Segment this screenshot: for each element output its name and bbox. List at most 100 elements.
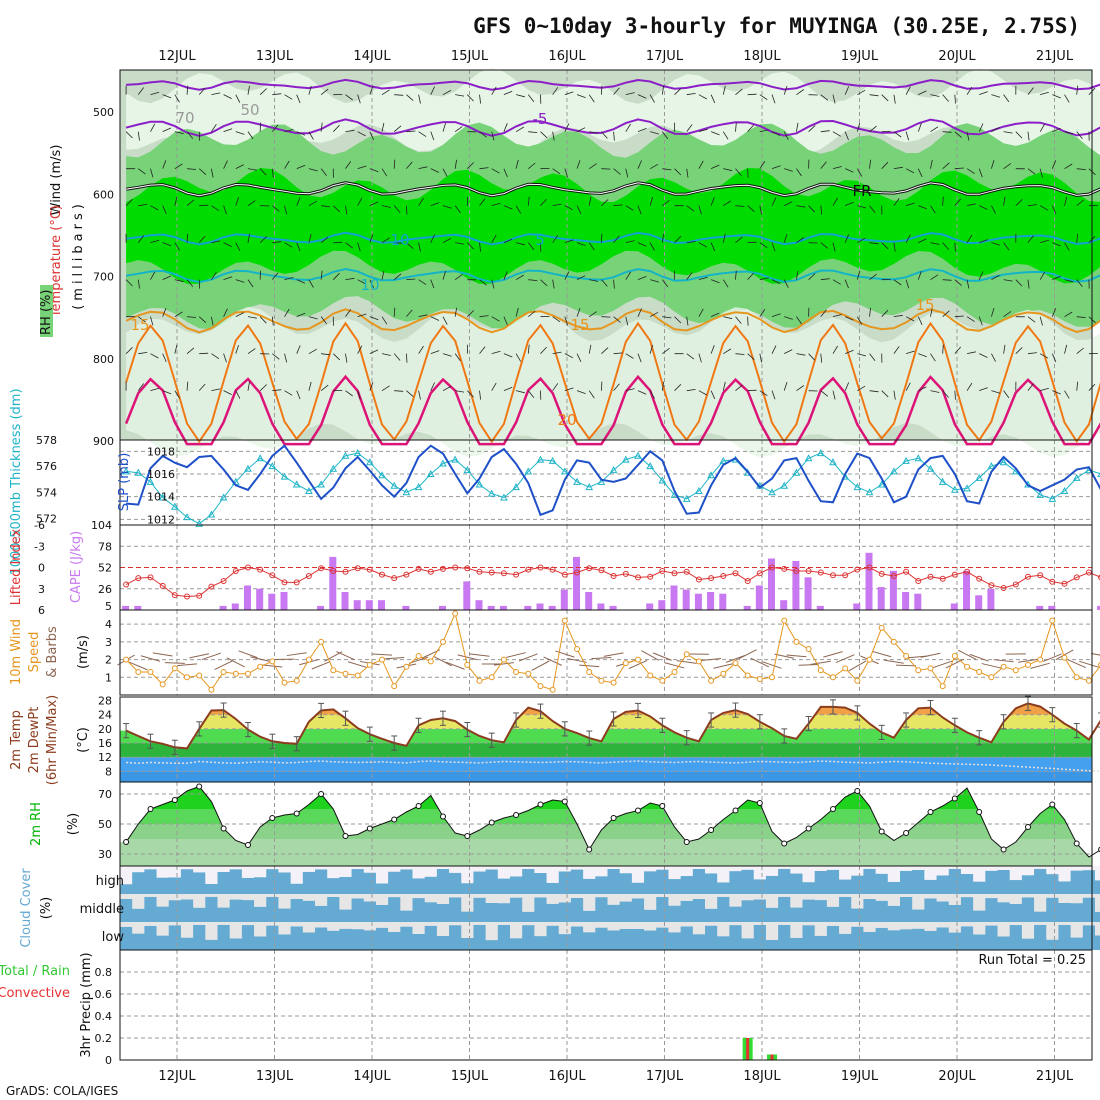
wind-barb	[442, 386, 452, 392]
cloud-cell	[424, 876, 438, 894]
cloud-level-label: high	[96, 874, 124, 889]
wind-barb	[162, 94, 172, 99]
wind-barb	[576, 308, 581, 317]
wind-barb	[869, 390, 879, 393]
cape-bars	[122, 552, 1100, 611]
thickness-marker	[122, 467, 130, 475]
wind-barb	[174, 131, 184, 135]
cloud-gap	[120, 894, 133, 899]
wind-barb	[918, 238, 927, 244]
slp-tick: 1014	[147, 491, 175, 504]
cloud-gap	[705, 866, 718, 874]
thickness-marker	[146, 477, 155, 485]
cloud-cell	[1058, 902, 1072, 922]
wind-barb	[820, 309, 827, 317]
wind-barb	[1039, 353, 1049, 359]
wind-barb	[357, 242, 361, 252]
cloud-cell	[583, 878, 596, 894]
wind-barb	[259, 384, 267, 391]
wind-barb	[308, 279, 314, 288]
wind-barb	[917, 123, 922, 132]
wind-barb	[211, 316, 214, 326]
date-label-bottom: 12JUL	[158, 1069, 196, 1084]
wind-barb	[308, 316, 318, 320]
cloud-cell	[144, 869, 158, 894]
wind-barb	[552, 383, 559, 391]
lifted-index-marker	[379, 571, 385, 578]
wind-barb	[564, 271, 570, 280]
cape-bar	[122, 605, 130, 610]
wind10-marker	[951, 653, 958, 659]
cape-bar	[365, 600, 373, 610]
cloud-gap	[363, 894, 377, 902]
wind10-marker	[903, 653, 910, 659]
wind-barb	[625, 240, 635, 244]
wind-barb	[759, 390, 768, 397]
cloud-level-label: low	[102, 930, 125, 945]
wind-barb	[844, 382, 850, 391]
thickness-marker	[158, 493, 167, 501]
wind10-marker	[927, 665, 934, 672]
cloud-gap	[388, 922, 401, 933]
lifted-index-marker	[781, 565, 788, 572]
wind10-marker	[257, 663, 264, 670]
wind-barb	[845, 201, 854, 207]
wind10-barb	[1017, 658, 1038, 663]
cloud-cell	[668, 879, 682, 894]
cloud-gap	[765, 922, 779, 940]
wind-barb	[942, 344, 944, 354]
rh2m-tick: 50	[98, 818, 112, 831]
wind-barb	[1076, 85, 1079, 95]
cloud-gap	[619, 866, 633, 874]
wind10-barb	[518, 653, 538, 662]
cloud-cell	[839, 896, 852, 922]
wind-barb	[979, 387, 988, 392]
wind-barb	[162, 353, 167, 363]
wind-barb	[369, 168, 379, 173]
wind-barb	[735, 316, 742, 324]
cloud-gap	[424, 866, 438, 877]
wind-barb	[698, 390, 707, 396]
cloud-cell	[205, 883, 218, 894]
wind-barb	[272, 124, 279, 132]
wind-barb	[844, 234, 850, 243]
wind-barb	[954, 315, 964, 318]
wind-barb	[735, 122, 737, 132]
wind-barb	[211, 205, 220, 212]
wind-barb	[1039, 123, 1046, 132]
cape-bar	[402, 605, 410, 610]
wind-grid	[120, 610, 1092, 695]
lifted-index-marker	[184, 593, 190, 600]
lifted-index-marker	[1061, 580, 1068, 587]
thickness-marker	[719, 456, 728, 464]
wind-barb	[284, 308, 290, 317]
cloud-gap	[851, 894, 864, 909]
wind10-barb	[140, 655, 161, 662]
wind-barb	[198, 168, 207, 175]
cloud-cell	[217, 907, 231, 922]
wind-barb	[844, 279, 849, 289]
rh2m-marker	[488, 819, 495, 826]
cape-bar	[768, 558, 775, 610]
wind10-marker	[537, 683, 544, 690]
wind-barb	[235, 344, 239, 354]
wind-barb	[771, 279, 781, 284]
wind-barb	[235, 312, 244, 318]
lifted-index-tick: 6	[38, 604, 45, 617]
cloud-cell	[266, 896, 279, 922]
wind-barb	[1064, 196, 1068, 206]
ylabel-cloud-units: (%)	[39, 897, 54, 920]
wind-barb	[528, 310, 536, 317]
cloud-gap	[156, 894, 170, 907]
wind10-marker	[293, 677, 300, 684]
lifted-index-tick: 0	[38, 562, 45, 575]
wind-barb	[418, 166, 428, 170]
wind-barb	[540, 346, 547, 354]
cloud-gap	[802, 894, 816, 900]
wind10-marker	[342, 670, 349, 677]
cape-bar	[755, 585, 763, 610]
wind-barb	[1039, 205, 1049, 211]
wind-barb	[979, 353, 988, 358]
cloud-gap	[266, 922, 279, 926]
temperature-contour	[125, 308, 1100, 334]
